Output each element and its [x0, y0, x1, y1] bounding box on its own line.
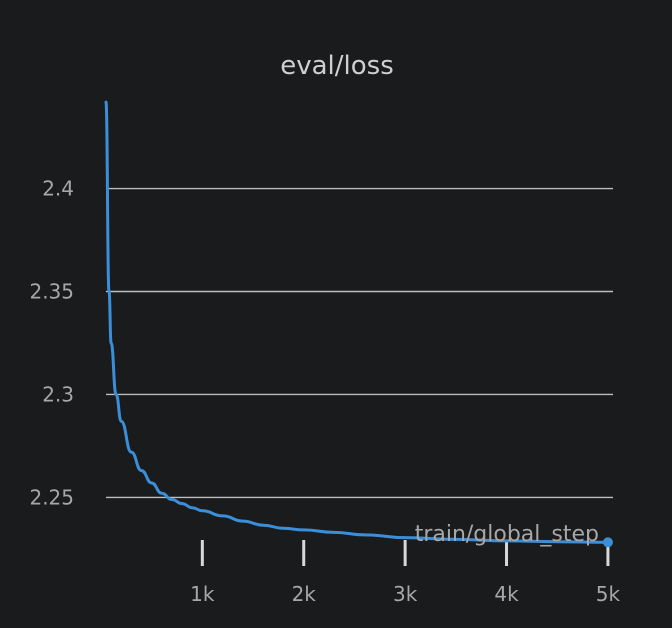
- y-axis-ticks: 2.25 2.3 2.35 2.4: [29, 177, 74, 510]
- x-tick-label: 4k: [494, 582, 519, 606]
- x-tick-label: 2k: [292, 582, 317, 606]
- x-tick-label: 1k: [190, 582, 215, 606]
- y-tick-label: 2.3: [42, 382, 74, 406]
- chart-title: eval/loss: [280, 51, 394, 81]
- y-tick-label: 2.25: [29, 485, 74, 509]
- grid-lines: [106, 187, 613, 499]
- x-axis-ticks: 1k 2k 3k 4k 5k: [190, 540, 620, 606]
- y-tick-label: 2.35: [29, 279, 74, 303]
- series-end-marker: [602, 537, 613, 548]
- x-tick-label: 5k: [596, 582, 621, 606]
- series-line: [104, 100, 610, 544]
- y-tick-label: 2.4: [42, 177, 74, 201]
- series-layer: [104, 100, 613, 548]
- x-tick-label: 3k: [393, 582, 418, 606]
- x-axis-label: train/global_step: [415, 522, 599, 547]
